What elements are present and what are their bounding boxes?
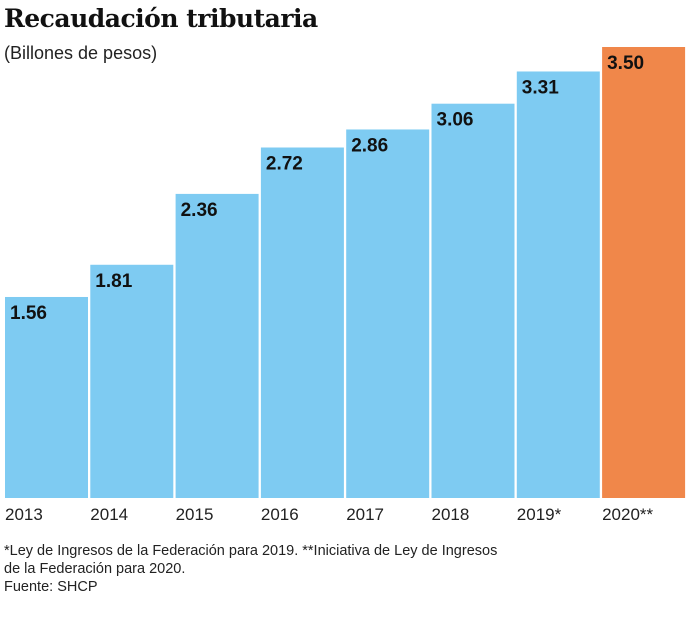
data-label: 2.86 xyxy=(351,135,388,156)
data-label: 1.56 xyxy=(10,303,47,324)
bar-2014 xyxy=(90,264,174,498)
data-label: 2.36 xyxy=(181,200,218,221)
data-label: 3.50 xyxy=(607,53,644,74)
data-label: 3.06 xyxy=(437,110,474,131)
x-tick-label: 2020** xyxy=(602,505,653,524)
x-tick-label: 2013 xyxy=(5,505,43,524)
x-tick-label: 2015 xyxy=(176,505,214,524)
bar-2016 xyxy=(260,147,344,498)
x-tick-label: 2016 xyxy=(261,505,299,524)
bar-2018 xyxy=(431,103,515,498)
data-label: 3.31 xyxy=(522,77,559,98)
x-tick-label: 2017 xyxy=(346,505,384,524)
data-label: 2.72 xyxy=(266,154,303,175)
bar-chart: 1.56 2013 1.81 2014 2.36 2015 2.72 2016 2.86 2017… xyxy=(5,47,686,524)
bar-2019* xyxy=(516,71,600,499)
bar-2020** xyxy=(602,47,686,498)
footnotes: *Ley de Ingresos de la Federación para 2… xyxy=(4,542,497,596)
x-tick-label: 2019* xyxy=(517,505,562,524)
bar-2017 xyxy=(346,129,430,498)
data-label: 1.81 xyxy=(95,271,132,292)
bar-2013 xyxy=(5,296,88,498)
chart-subtitle: (Billones de pesos) xyxy=(4,43,158,63)
x-tick-label: 2014 xyxy=(90,505,128,524)
chart-title: Recaudación tributaria xyxy=(4,4,318,33)
footnote-line-1: *Ley de Ingresos de la Federación para 2… xyxy=(4,543,498,559)
source-note: Fuente: SHCP xyxy=(4,579,98,595)
footnote-line-2: de la Federación para 2020. xyxy=(4,561,186,577)
bar-2015 xyxy=(175,193,259,498)
x-tick-label: 2018 xyxy=(432,505,470,524)
